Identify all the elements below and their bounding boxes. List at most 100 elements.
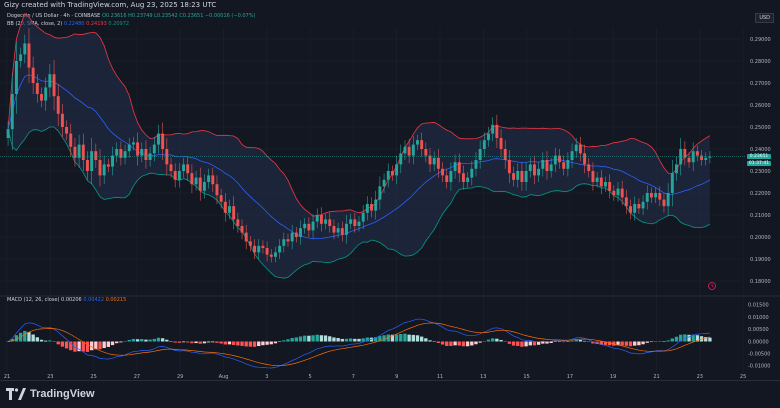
macd-hist-bar	[39, 339, 44, 342]
currency-button[interactable]: USD	[755, 13, 774, 23]
candle-body	[136, 142, 140, 156]
macd-y-tick-label: 0.01000	[748, 315, 769, 321]
macd-hist-bar	[119, 341, 123, 343]
candle-body	[161, 133, 165, 149]
candle-body	[202, 182, 206, 191]
macd-hist-bar	[353, 338, 357, 342]
candle-body	[624, 197, 628, 207]
candle-body	[482, 140, 486, 149]
macd-hist-bar	[582, 340, 587, 342]
price-chart[interactable]: 0.29000 0.28000 0.27000 0.26000 0.25000 0.240…	[0, 0, 780, 380]
macd-hist-bar	[257, 341, 261, 347]
brand-text: TradingView	[30, 388, 95, 400]
macd-hist-bar	[211, 341, 215, 343]
candle-body	[461, 173, 465, 182]
macd-hist-bar	[695, 335, 700, 342]
candle-body	[98, 160, 102, 176]
macd-hist-bar	[436, 341, 441, 343]
macd-hist-bar	[678, 334, 683, 342]
macd-hist-bar	[69, 341, 73, 351]
candle-body	[6, 129, 10, 138]
macd-hist-bar	[461, 341, 466, 347]
candle-body	[52, 74, 56, 97]
candle-body	[81, 144, 85, 160]
candle-body	[466, 177, 470, 182]
candle-body	[106, 164, 110, 167]
x-tick-label: Aug	[219, 374, 229, 380]
macd-hist-bar	[140, 338, 144, 342]
candle-body	[558, 155, 561, 163]
candle-body	[190, 173, 194, 185]
candle-body	[708, 156, 712, 158]
x-tick-label: 9	[395, 374, 398, 380]
macd-hist-bar	[541, 341, 545, 344]
candle-body	[532, 164, 536, 176]
candle-body	[90, 151, 94, 171]
macd-y-tick-label: -0.01000	[748, 364, 770, 370]
macd-y-tick-label: 0.00000	[748, 339, 769, 345]
macd-hist-bar	[77, 341, 81, 352]
macd-hist-bar	[60, 341, 65, 347]
candle-body	[207, 175, 211, 182]
macd-line-value: 0.00422	[83, 297, 105, 303]
macd-hist-bar	[236, 341, 240, 346]
macd-hist-bar	[307, 335, 311, 342]
candle-body	[654, 193, 658, 198]
macd-hist-bar	[453, 341, 457, 346]
macd-hist-bar	[374, 337, 378, 342]
candle-body	[244, 232, 248, 242]
candle-body	[340, 228, 344, 235]
candle-body	[566, 160, 570, 169]
y-tick-label: 0.20000	[750, 235, 771, 241]
countdown-tag: 01:37:41	[747, 161, 771, 166]
candle-body	[407, 146, 411, 156]
candle-body	[282, 239, 286, 246]
macd-hist-bar	[202, 341, 207, 344]
symbol-title[interactable]: Dogecoin / US Dollar · 4h · COINBASE	[7, 13, 101, 19]
macd-hist-bar	[277, 341, 282, 342]
macd-hist-bar	[432, 341, 436, 342]
candle-body	[374, 199, 378, 211]
macd-legend[interactable]: MACD (12, 26, close) 0.00206 0.00422 0.0…	[7, 297, 126, 303]
candle-body	[294, 232, 298, 237]
macd-hist-bar	[411, 334, 415, 342]
candle-body	[236, 219, 240, 226]
candle-body	[48, 74, 52, 88]
macd-hist-bar	[14, 335, 19, 342]
macd-hist-bar	[240, 341, 244, 346]
macd-hist-bar	[566, 341, 570, 342]
candle-body	[253, 245, 257, 253]
caption: Gizy created with TradingView.com, Aug 2…	[4, 1, 217, 9]
macd-hist-bar	[31, 334, 35, 342]
candle-body	[649, 193, 653, 198]
candle-body	[604, 182, 607, 187]
candle-body	[65, 127, 69, 134]
candle-body	[223, 201, 227, 213]
candle-body	[599, 177, 603, 187]
macd-hist-bar	[503, 341, 507, 342]
candle-body	[495, 124, 499, 138]
macd-hist-bar	[148, 339, 152, 342]
candle-body	[44, 87, 48, 101]
candle-body	[336, 228, 340, 233]
candle-body	[553, 155, 557, 165]
candle-body	[382, 179, 386, 187]
macd-hist-bar	[511, 341, 516, 346]
macd-hist-bar	[81, 341, 85, 352]
candle-body	[704, 157, 708, 160]
macd-hist-bar	[670, 338, 674, 342]
candle-body	[524, 171, 528, 182]
alert-clock-icon[interactable]	[708, 282, 716, 290]
candle-body	[157, 133, 160, 145]
bb-upper-line	[7, 13, 711, 217]
tradingview-logo[interactable]: TradingView	[6, 388, 95, 400]
candle-body	[269, 254, 273, 257]
y-tick-label: 0.27000	[750, 81, 771, 87]
candle-body	[658, 193, 662, 200]
macd-hist-bar	[165, 339, 169, 342]
x-tick-label: 15	[523, 374, 529, 380]
candle-body	[549, 164, 553, 171]
candle-body	[115, 149, 119, 156]
candle-body	[670, 173, 674, 193]
macd-hist-bar	[570, 340, 574, 342]
